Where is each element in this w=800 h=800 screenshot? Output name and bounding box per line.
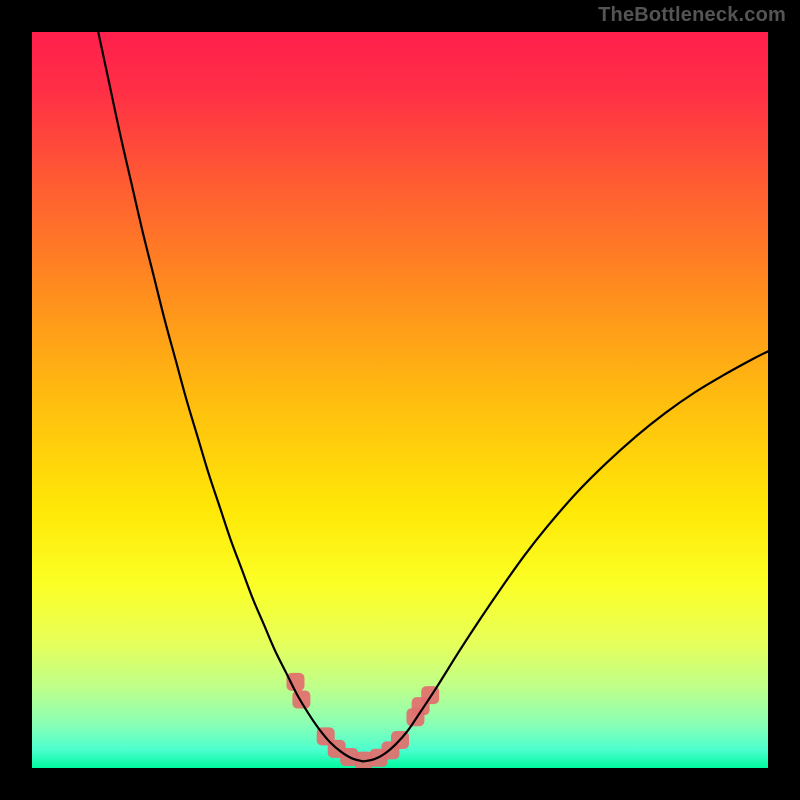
bottleneck-chart <box>32 32 768 768</box>
watermark-text: TheBottleneck.com <box>598 4 786 27</box>
trough-marker <box>292 691 310 709</box>
chart-background <box>32 32 768 768</box>
trough-marker <box>286 673 304 691</box>
chart-frame: { "watermark": { "text": "TheBottleneck.… <box>0 0 800 800</box>
